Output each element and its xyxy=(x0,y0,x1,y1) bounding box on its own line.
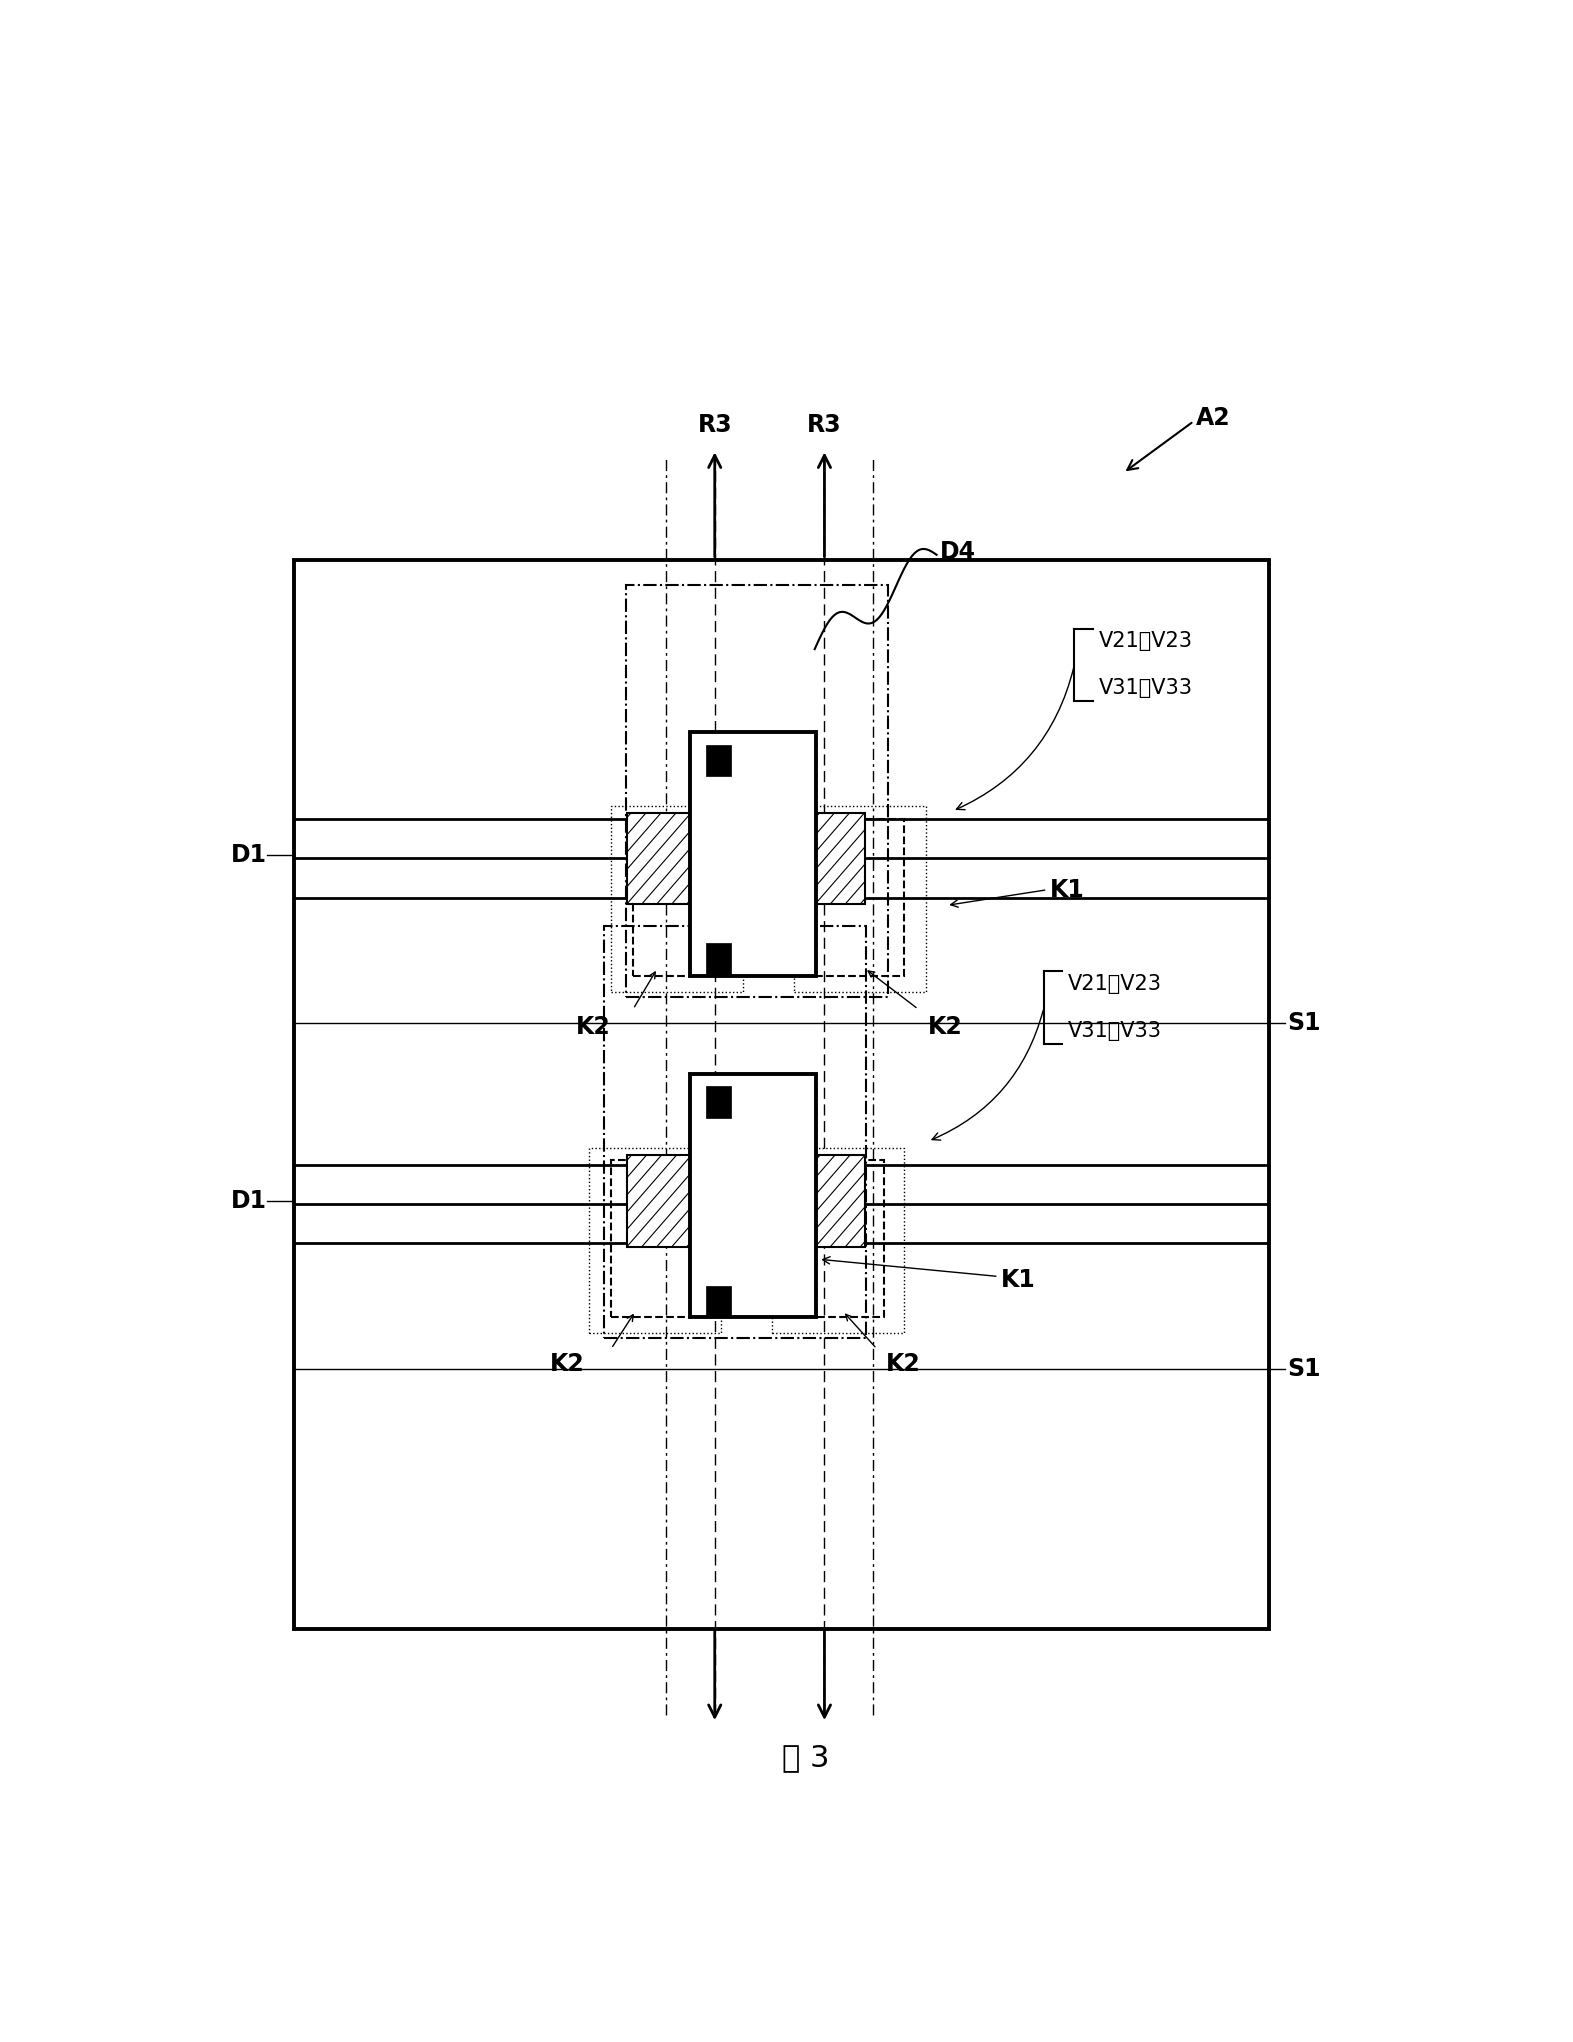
Text: K2: K2 xyxy=(886,1352,920,1376)
Bar xyxy=(772,1148,903,1333)
Text: V21～V23: V21～V23 xyxy=(1098,631,1192,651)
Bar xyxy=(610,807,742,992)
Bar xyxy=(604,925,865,1338)
Bar xyxy=(691,1074,816,1317)
Bar xyxy=(706,745,730,776)
Bar xyxy=(632,819,733,976)
Bar xyxy=(706,813,785,905)
Bar xyxy=(706,1156,785,1246)
Bar xyxy=(626,584,887,996)
Text: S1: S1 xyxy=(1288,1358,1321,1380)
Bar xyxy=(706,1286,730,1317)
Text: R3: R3 xyxy=(697,412,731,437)
Text: D1: D1 xyxy=(231,1188,267,1213)
Bar xyxy=(785,813,865,905)
Text: K2: K2 xyxy=(576,1015,610,1039)
Text: S1: S1 xyxy=(1288,1011,1321,1035)
Text: D4: D4 xyxy=(941,539,977,564)
Bar xyxy=(706,1086,730,1117)
Text: K2: K2 xyxy=(928,1015,963,1039)
Text: V31～V33: V31～V33 xyxy=(1068,1021,1162,1041)
Text: K1: K1 xyxy=(1051,878,1085,903)
Bar xyxy=(706,943,730,974)
Bar xyxy=(294,560,1269,1630)
Text: K2: K2 xyxy=(549,1352,584,1376)
Bar xyxy=(785,1160,884,1317)
Bar xyxy=(794,807,925,992)
Bar xyxy=(785,1156,865,1246)
Text: V31～V33: V31～V33 xyxy=(1098,678,1192,698)
Bar xyxy=(590,1148,720,1333)
Bar xyxy=(628,1156,706,1246)
Text: K1: K1 xyxy=(1002,1268,1037,1293)
Text: V21～V23: V21～V23 xyxy=(1068,974,1162,994)
Text: A2: A2 xyxy=(1195,406,1232,431)
Text: R3: R3 xyxy=(807,412,842,437)
Bar xyxy=(706,1156,785,1246)
Text: D1: D1 xyxy=(231,843,267,868)
Bar xyxy=(804,819,903,976)
Bar xyxy=(628,813,706,905)
Bar xyxy=(691,733,816,976)
Bar xyxy=(610,1160,711,1317)
Bar xyxy=(706,813,785,905)
Text: 图 3: 图 3 xyxy=(782,1744,831,1772)
